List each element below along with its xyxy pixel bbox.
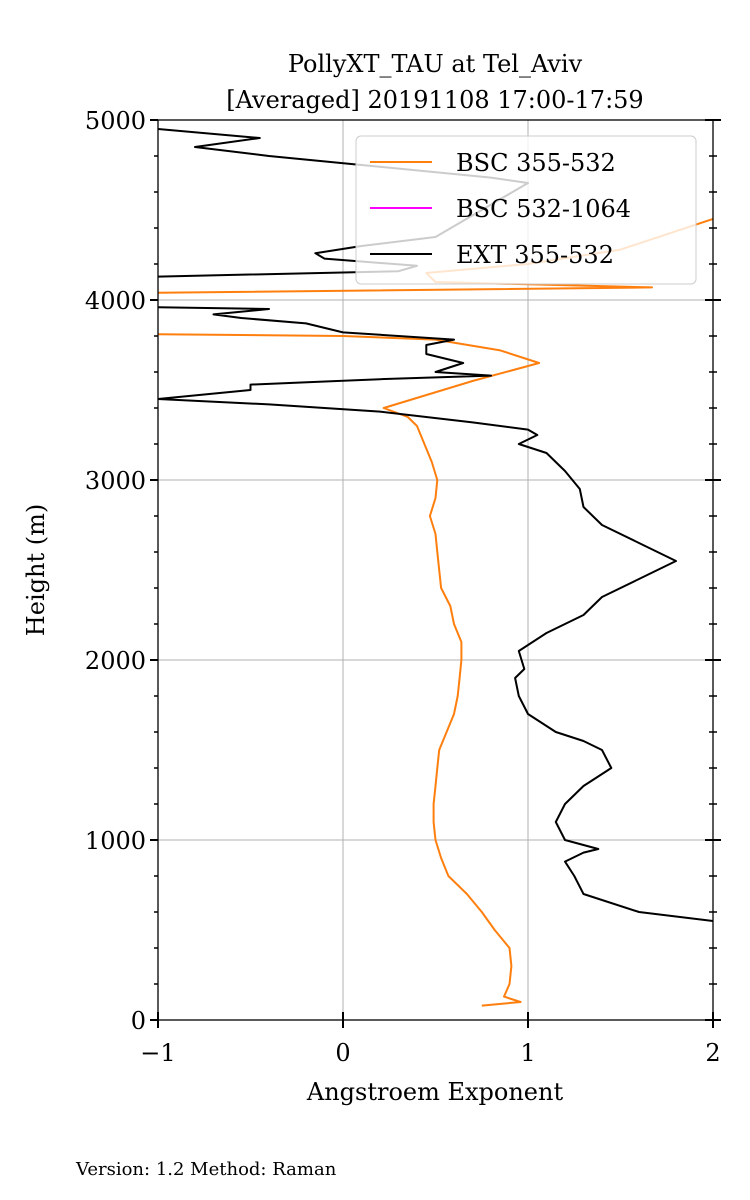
legend-label: EXT 355-532 (456, 241, 614, 269)
series-line-3-part-1 (158, 306, 713, 922)
legend: BSC 355-532 BSC 532-1064 EXT 355-532 (355, 135, 697, 285)
x-tick-label: 0 (335, 1039, 350, 1067)
chart-title-line-2: [Averaged] 20191108 17:00-17:59 (226, 86, 643, 114)
chart-title-line-1: PollyXT_TAU at Tel_Aviv (288, 50, 583, 78)
legend-box (355, 135, 697, 285)
y-tick-label: 3000 (85, 467, 146, 495)
version-method-footer: Version: 1.2 Method: Raman (75, 1159, 337, 1180)
axis-ticks: −1 0 1 2 0 1000 2000 3000 4000 5000 (85, 107, 721, 1067)
legend-label: BSC 532-1064 (456, 195, 631, 223)
y-tick-label: 5000 (85, 107, 146, 135)
x-axis-label: Angstroem Exponent (306, 1078, 564, 1106)
legend-label: BSC 355-532 (456, 149, 616, 177)
y-tick-label: 1000 (85, 827, 146, 855)
x-tick-label: 1 (520, 1039, 535, 1067)
x-tick-label: −1 (140, 1039, 175, 1067)
plot-frame (157, 119, 714, 1021)
x-tick-label: 2 (705, 1039, 720, 1067)
y-tick-label: 0 (131, 1007, 146, 1035)
y-tick-label: 2000 (85, 647, 146, 675)
y-axis-label: Height (m) (22, 504, 50, 636)
series-line-1-part-1 (158, 333, 541, 1007)
y-tick-label: 4000 (85, 287, 146, 315)
